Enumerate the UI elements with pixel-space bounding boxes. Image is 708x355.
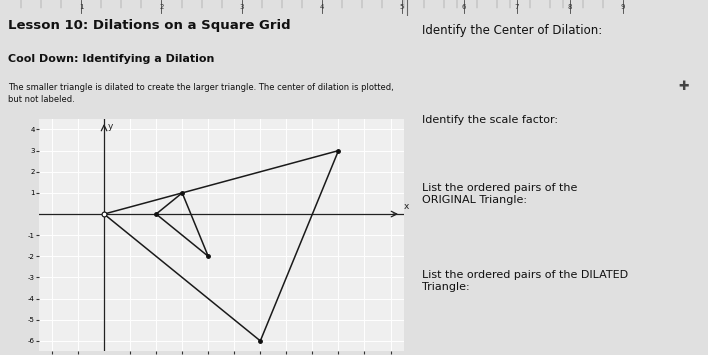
Text: Identify the Center of Dilation:: Identify the Center of Dilation:: [423, 23, 603, 37]
Text: 7: 7: [515, 4, 519, 10]
Text: y: y: [108, 122, 113, 131]
Text: List the ordered pairs of the DILATED
Triangle:: List the ordered pairs of the DILATED Tr…: [423, 270, 629, 292]
Text: 9: 9: [621, 4, 625, 10]
Text: 8: 8: [568, 4, 572, 10]
Text: 1: 1: [79, 4, 84, 10]
Text: 6: 6: [462, 4, 466, 10]
Text: Identify the scale factor:: Identify the scale factor:: [423, 115, 559, 125]
Text: x: x: [404, 202, 409, 211]
Text: The smaller triangle is dilated to create the larger triangle. The center of dil: The smaller triangle is dilated to creat…: [8, 83, 394, 104]
Text: Lesson 10: Dilations on a Square Grid: Lesson 10: Dilations on a Square Grid: [8, 19, 291, 32]
Text: 2: 2: [159, 4, 164, 10]
Text: 3: 3: [240, 4, 244, 10]
Text: ✚: ✚: [679, 80, 689, 93]
Text: Cool Down: Identifying a Dilation: Cool Down: Identifying a Dilation: [8, 54, 215, 64]
Text: 5: 5: [400, 4, 404, 10]
Text: 4: 4: [320, 4, 324, 10]
Text: List the ordered pairs of the
ORIGINAL Triangle:: List the ordered pairs of the ORIGINAL T…: [423, 183, 578, 205]
